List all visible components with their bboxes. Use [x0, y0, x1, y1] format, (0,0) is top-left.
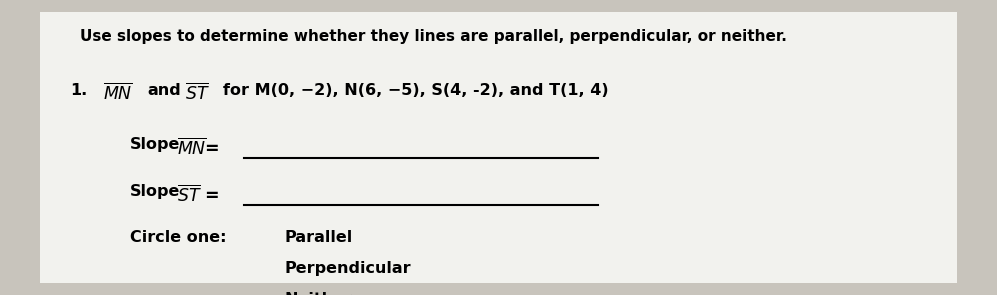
- Text: Circle one:: Circle one:: [130, 230, 226, 245]
- Text: $\overline{MN}$: $\overline{MN}$: [103, 83, 133, 104]
- Text: 1.: 1.: [70, 83, 87, 98]
- Text: $\overline{MN}$=: $\overline{MN}$=: [177, 137, 220, 158]
- Text: Parallel: Parallel: [284, 230, 352, 245]
- Text: Neither: Neither: [284, 292, 352, 295]
- Text: $\overline{ST}$: $\overline{ST}$: [185, 83, 210, 104]
- Text: Perpendicular: Perpendicular: [284, 261, 411, 276]
- Text: Slope: Slope: [130, 137, 180, 152]
- Text: Use slopes to determine whether they lines are parallel, perpendicular, or neith: Use slopes to determine whether they lin…: [80, 30, 787, 45]
- Text: $\overline{ST}$ =: $\overline{ST}$ =: [177, 184, 220, 206]
- Text: Slope: Slope: [130, 184, 180, 199]
- Text: for M(0, −2), N(6, −5), S(4, -2), and T(1, 4): for M(0, −2), N(6, −5), S(4, -2), and T(…: [223, 83, 609, 98]
- Text: and: and: [148, 83, 181, 98]
